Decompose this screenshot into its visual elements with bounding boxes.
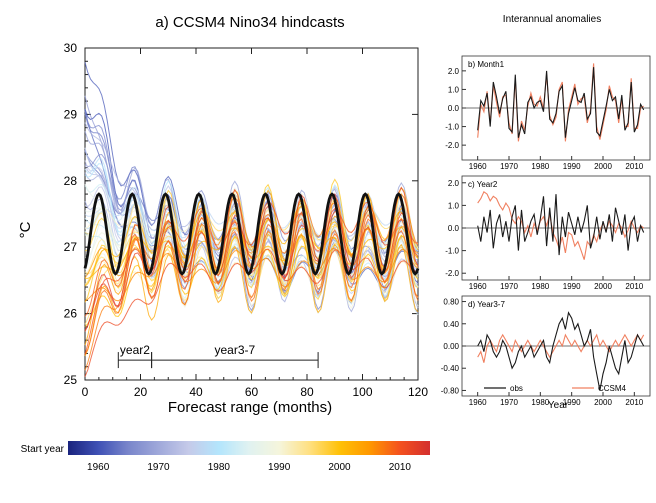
panel-d-xtick-label: 1980 bbox=[531, 398, 549, 407]
panel-d-ytick-label: -0.40 bbox=[441, 364, 460, 373]
panel-c-title: c) Year2 bbox=[468, 180, 498, 189]
panel-c-xtick-label: 1990 bbox=[563, 282, 581, 291]
panel-a-xtick-label: 40 bbox=[189, 385, 203, 399]
panel-d-xtick-label: 1960 bbox=[469, 398, 487, 407]
panel-c-ytick-label: 0.0 bbox=[448, 224, 460, 233]
panel-a-xtick-label: 20 bbox=[134, 385, 148, 399]
panel-d-ytick-label: 0.40 bbox=[443, 320, 459, 329]
right-column-title: Interannual anomalies bbox=[503, 14, 601, 25]
panel-a-title: a) CCSM4 Nino34 hindcasts bbox=[155, 14, 344, 31]
panel-d-xtick-label: 1990 bbox=[563, 398, 581, 407]
panel-d-series-line bbox=[477, 311, 645, 391]
panel-a-annotation-label: year2 bbox=[120, 343, 150, 357]
panel-b-ytick-label: -1.0 bbox=[445, 123, 459, 132]
panel-c-series-line bbox=[477, 194, 645, 256]
panel-a-ensemble-line bbox=[84, 213, 419, 317]
panel-b-xtick-label: 1970 bbox=[500, 162, 518, 171]
panel-b-title: b) Month1 bbox=[468, 60, 505, 69]
colorbar: Start year 1960 1970 1980 1990 2000 2010 bbox=[21, 441, 430, 473]
panel-a-ytick-label: 28 bbox=[64, 174, 78, 188]
panel-d-series-line bbox=[477, 333, 645, 363]
panel-a-observed-line bbox=[83, 192, 420, 276]
panel-b-series-line bbox=[477, 67, 645, 138]
panel-d-xtick-label: 2000 bbox=[594, 398, 612, 407]
panel-b-xtick-label: 2010 bbox=[625, 162, 643, 171]
panel-a-ensemble-line bbox=[84, 248, 419, 377]
panel-a-ensemble-line bbox=[84, 225, 419, 357]
panel-b-series-line bbox=[477, 63, 644, 142]
colorbar-tick-label: 1970 bbox=[147, 462, 170, 473]
panel-a-xtick-label: 120 bbox=[408, 385, 428, 399]
colorbar-tick-label: 1990 bbox=[268, 462, 291, 473]
panel-d-ytick-label: -0.80 bbox=[441, 386, 460, 395]
panel-b-ytick-label: -2.0 bbox=[445, 141, 459, 150]
panel-d-title: d) Year3-7 bbox=[468, 300, 505, 309]
panel-c-xtick-label: 1970 bbox=[500, 282, 518, 291]
panel-a-ytick-label: 25 bbox=[64, 373, 78, 387]
panel-a-ytick-label: 29 bbox=[64, 107, 78, 121]
panel-d-plot: 0.80 0.40 0.00 -0.40 -0.80 1960 1970 1980 1990 20… bbox=[441, 295, 651, 407]
panel-a-plot: 0 20 40 60 80 100 120 25 26 27 28 29 30 year2 year3-7 bbox=[64, 41, 429, 399]
panel-a-ensemble-line bbox=[84, 207, 419, 332]
panel-a-annotation-label: year3-7 bbox=[215, 343, 256, 357]
panel-c-xtick-label: 2010 bbox=[625, 282, 643, 291]
panel-b-xtick-label: 1980 bbox=[531, 162, 549, 171]
panel-b-xtick-label: 1960 bbox=[469, 162, 487, 171]
colorbar-bar bbox=[68, 441, 430, 455]
panel-c-ytick-label: 1.0 bbox=[448, 201, 460, 210]
panel-a-ensemble-line bbox=[84, 234, 419, 328]
panel-b-ytick-label: 2.0 bbox=[448, 67, 460, 76]
panel-a-xtick-label: 100 bbox=[352, 385, 372, 399]
panel-b-ytick-label: 1.0 bbox=[448, 85, 460, 94]
colorbar-tick-label: 2000 bbox=[328, 462, 351, 473]
panel-a-ytick-label: 30 bbox=[64, 41, 78, 55]
panel-a-xtick-label: 60 bbox=[245, 385, 259, 399]
colorbar-tick-label: 1960 bbox=[87, 462, 110, 473]
panel-b-plot: 2.0 1.0 0.0 -1.0 -2.0 1960 1970 1980 1990 2000 201… bbox=[445, 55, 651, 171]
panel-d-ytick-label: 0.80 bbox=[443, 298, 459, 307]
panel-c-ytick-label: -2.0 bbox=[445, 269, 459, 278]
panel-c-xtick-label: 2000 bbox=[594, 282, 612, 291]
right-xlabel: Year bbox=[548, 400, 569, 411]
panel-a-ensemble-line bbox=[84, 201, 419, 355]
panel-a-ensemble-line bbox=[84, 246, 418, 294]
panel-a-xtick-label: 80 bbox=[300, 385, 314, 399]
panel-b-ytick-label: 0.0 bbox=[448, 104, 460, 113]
panel-a-xtick-label: 0 bbox=[82, 385, 89, 399]
panel-a-ytick-label: 27 bbox=[64, 240, 78, 254]
panel-d-legend-label: CCSM4 bbox=[598, 384, 627, 393]
panel-d-legend-label: obs bbox=[510, 384, 523, 393]
panel-c-ytick-label: -1.0 bbox=[445, 247, 459, 256]
panel-a-ylabel: °C bbox=[17, 221, 34, 238]
panel-d-xtick-label: 2010 bbox=[625, 398, 643, 407]
panel-c-xtick-label: 1960 bbox=[469, 282, 487, 291]
panel-c-plot: 2.0 1.0 0.0 -1.0 -2.0 1960 1970 1980 1990 2000 201… bbox=[445, 175, 651, 291]
panel-c-xtick-label: 1980 bbox=[531, 282, 549, 291]
panel-a-xlabel: Forecast range (months) bbox=[168, 399, 332, 416]
colorbar-tick-label: 1980 bbox=[208, 462, 231, 473]
panel-c-series-line bbox=[477, 190, 645, 260]
panel-b-xtick-label: 2000 bbox=[594, 162, 612, 171]
panel-d-ytick-label: 0.00 bbox=[443, 342, 459, 351]
panel-b-xtick-label: 1990 bbox=[563, 162, 581, 171]
colorbar-tick-label: 2010 bbox=[389, 462, 412, 473]
panel-c-ytick-label: 2.0 bbox=[448, 179, 460, 188]
panel-a-ytick-label: 26 bbox=[64, 307, 78, 321]
panel-d-xtick-label: 1970 bbox=[500, 398, 518, 407]
colorbar-label: Start year bbox=[21, 444, 65, 455]
